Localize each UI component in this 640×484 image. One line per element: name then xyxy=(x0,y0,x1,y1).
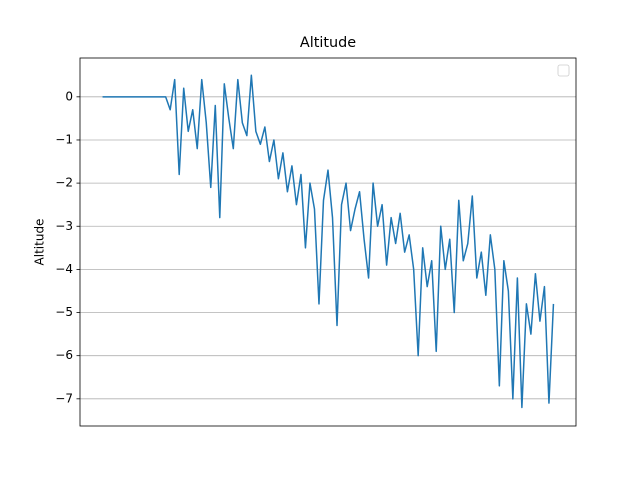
y-tick-label: −3 xyxy=(55,219,73,233)
y-tick-label: −1 xyxy=(55,132,73,146)
y-tick-label: −6 xyxy=(55,348,73,362)
y-tick-label: −5 xyxy=(55,305,73,319)
chart-title: Altitude xyxy=(300,35,356,51)
y-tick-label: −2 xyxy=(55,176,73,190)
legend-box xyxy=(557,64,570,77)
data-line xyxy=(102,74,555,409)
y-tick-label: −4 xyxy=(55,262,73,276)
plot-frame xyxy=(79,57,577,427)
y-tick-label: 0 xyxy=(65,89,73,103)
y-axis-label: Altitude xyxy=(33,219,47,266)
y-tick-label: −7 xyxy=(55,391,73,405)
